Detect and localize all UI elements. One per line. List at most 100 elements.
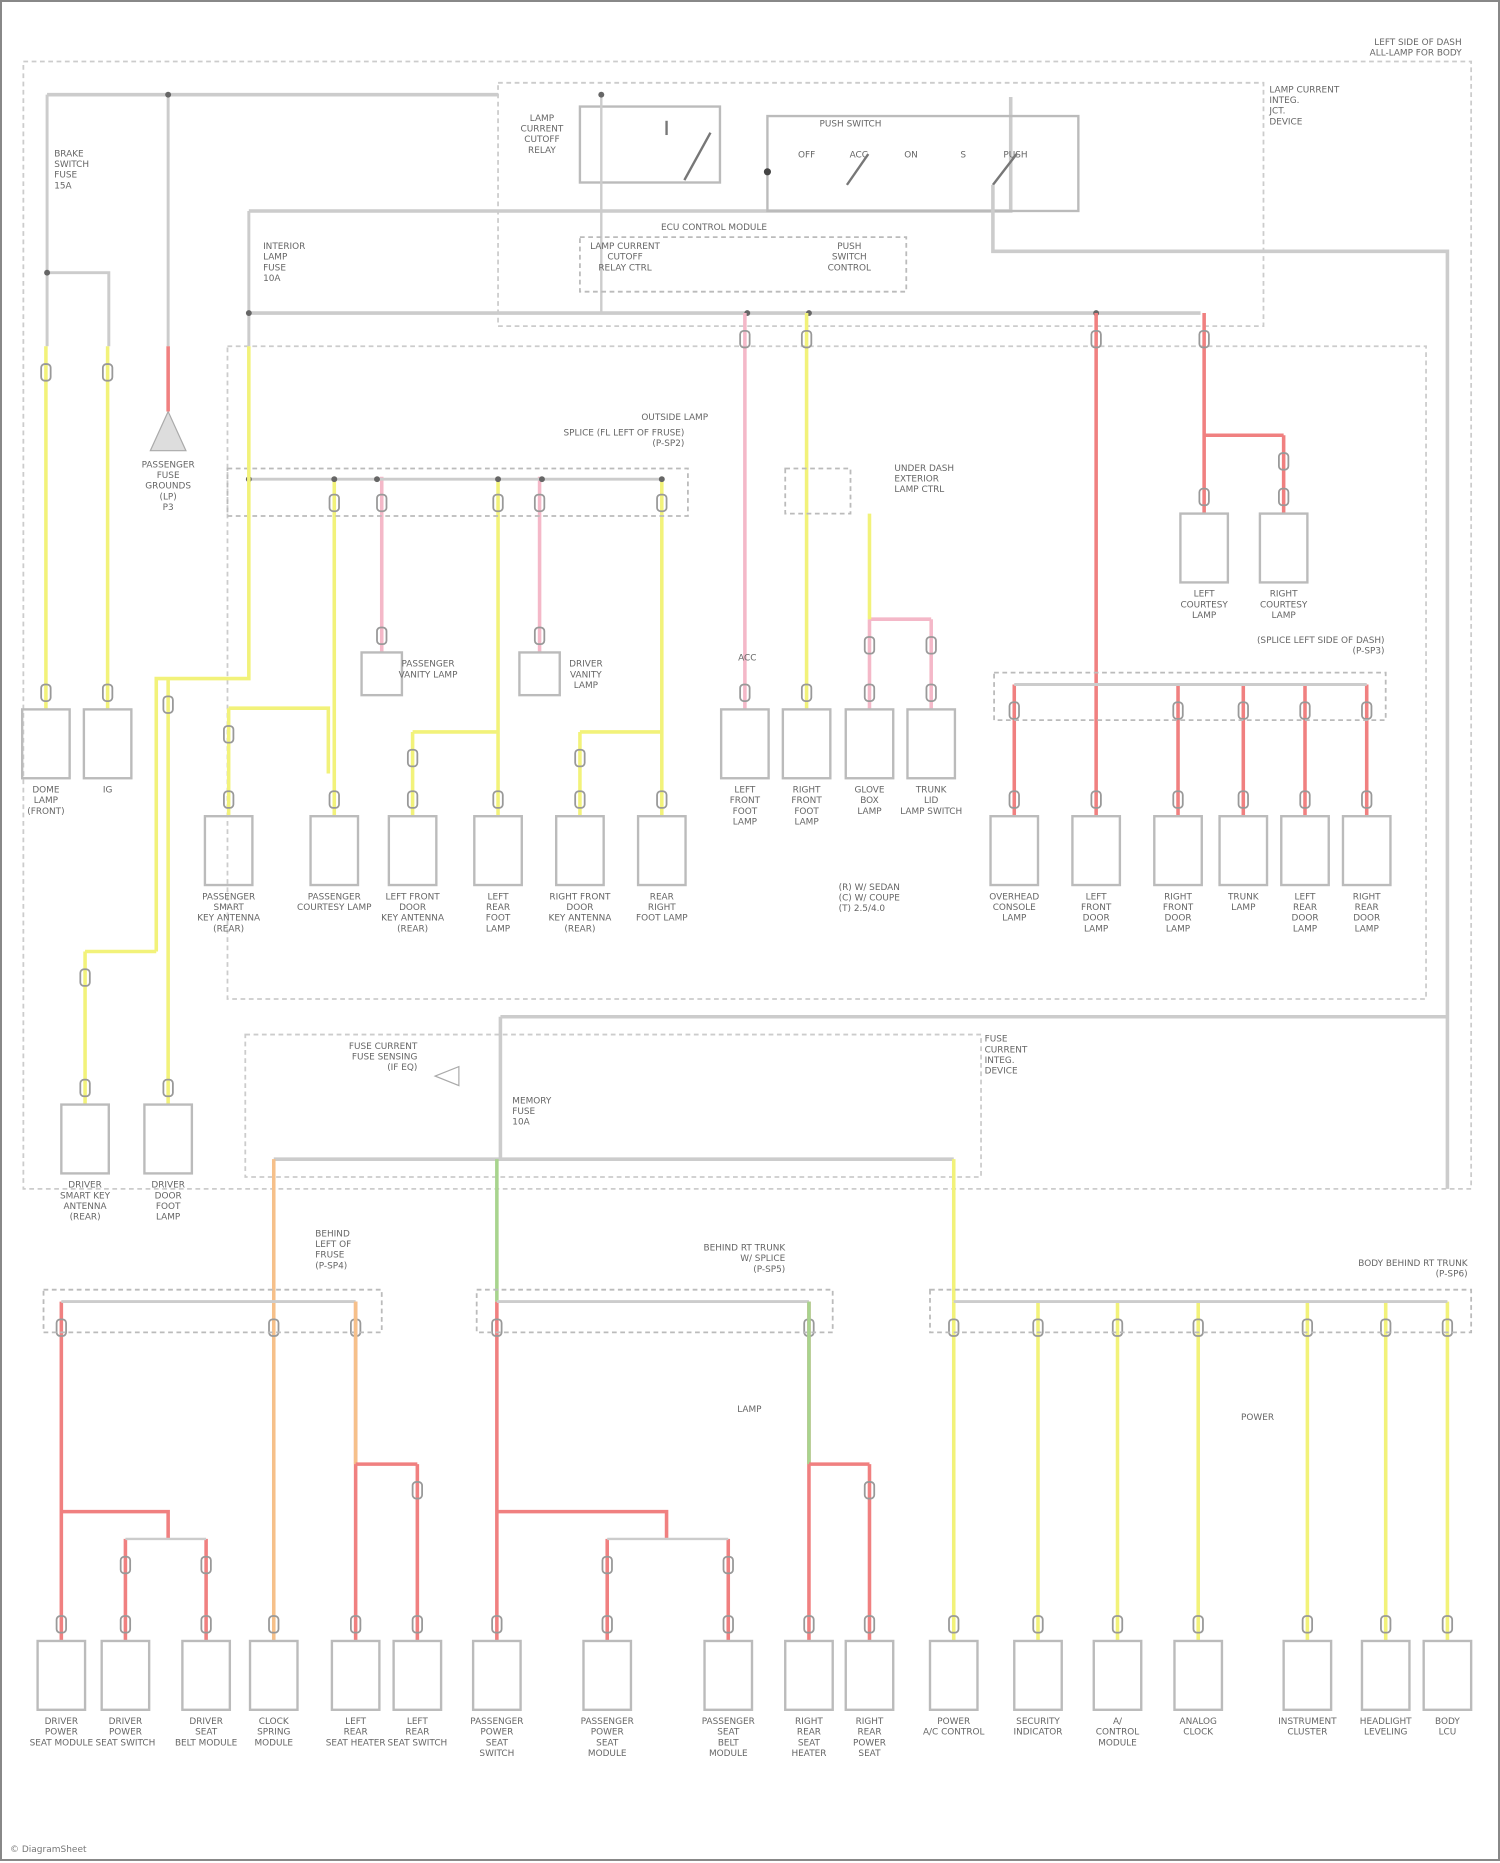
- component-label-6: LEFT COURTESY LAMP: [1180, 590, 1228, 621]
- component-label-30: PASSENGER POWER SEAT SWITCH: [470, 1717, 523, 1759]
- splice-bar-4: [42, 1288, 383, 1334]
- red-jumper: [61, 1509, 170, 1539]
- connector-pin: [1278, 452, 1290, 471]
- connector-pin: [1090, 790, 1102, 809]
- connector-pin: [101, 683, 114, 702]
- component-box-31: [582, 1639, 633, 1711]
- connector-pin: [200, 1615, 212, 1634]
- fuse-triangle-icon: [433, 1065, 460, 1087]
- component-box-41: [1422, 1639, 1473, 1711]
- component-label-13: REAR RIGHT FOOT LAMP: [636, 892, 688, 923]
- connector-pin: [79, 1078, 91, 1098]
- component-box-30: [471, 1639, 522, 1711]
- component-box-5: [906, 708, 957, 780]
- splice-dot: [44, 269, 51, 276]
- connector-pin: [1032, 1615, 1044, 1634]
- connector-pin: [79, 968, 91, 987]
- connector-pin: [268, 1318, 280, 1337]
- splice-label-1: UNDER DASH EXTERIOR LAMP CTRL: [894, 464, 954, 495]
- component-label-21: RIGHT REAR DOOR LAMP: [1353, 892, 1381, 934]
- legend: (R) W/ SEDAN (C) W/ COUPE (T) 2.5/4.0: [839, 883, 901, 914]
- component-box-18: [1153, 815, 1203, 887]
- connector-pin: [1192, 1615, 1204, 1634]
- connector-pin: [948, 1318, 960, 1337]
- component-label-3: RIGHT FRONT FOOT LAMP: [791, 785, 822, 827]
- component-box-1: [82, 708, 133, 780]
- connector-pin: [1090, 329, 1102, 349]
- connector-pin: [162, 695, 174, 714]
- connector-pin: [55, 1615, 67, 1634]
- splice-dot: [598, 91, 605, 98]
- connector-pin: [601, 1555, 613, 1575]
- connector-pin: [1301, 1615, 1314, 1634]
- connector-pin: [863, 636, 876, 655]
- component-label-27: CLOCK SPRING MODULE: [254, 1717, 293, 1748]
- component-box-29: [392, 1639, 443, 1711]
- push-switch-position-3: S: [960, 151, 966, 161]
- connector-pin: [722, 1555, 734, 1575]
- splice-label-2: (SPLICE LEFT SIDE OF DASH) (P-SP3): [1257, 636, 1385, 657]
- push-switch-output: [991, 184, 1450, 1189]
- component-label-18: RIGHT FRONT DOOR LAMP: [1163, 892, 1194, 934]
- component-box-26: [181, 1639, 232, 1711]
- component-label-0: DOME LAMP (FRONT): [27, 785, 64, 816]
- interior-fuse-label: INTERIOR LAMP FUSE 10A: [263, 242, 305, 284]
- connector-pin: [268, 1615, 280, 1634]
- connector-pin: [411, 1481, 423, 1500]
- connector-pin: [1008, 701, 1020, 720]
- body-harness-frame: [226, 345, 1427, 1000]
- component-box-39: [1282, 1639, 1333, 1711]
- junction-top-label: LAMP CURRENT INTEG. JCT. DEVICE: [1268, 85, 1339, 127]
- connector-pin: [491, 1318, 503, 1337]
- brake-fuse-label: BRAKE SWITCH FUSE 15A: [54, 149, 89, 191]
- connector-pin: [1111, 1615, 1124, 1634]
- component-label-20: LEFT REAR DOOR LAMP: [1291, 892, 1318, 934]
- push-switch-position-1: ACC: [850, 151, 868, 161]
- fuse-box-label: FUSE CURRENT FUSE SENSING (IF EQ): [349, 1042, 418, 1073]
- connector-pin: [200, 1555, 212, 1575]
- component-label-36: SECURITY INDICATOR: [1014, 1717, 1063, 1738]
- component-box-28: [330, 1639, 381, 1711]
- connector-pin: [863, 683, 876, 702]
- connector-pin: [411, 1615, 423, 1634]
- push-switch-position-0: OFF: [798, 151, 815, 161]
- component-box-34: [844, 1639, 895, 1711]
- splice-bar-6: [929, 1288, 1473, 1334]
- connector-pin: [1237, 701, 1249, 720]
- connector-pin: [533, 493, 546, 513]
- component-label-11: LEFT REAR FOOT LAMP: [486, 892, 511, 934]
- component-box-36: [1013, 1639, 1063, 1711]
- component-label-10: LEFT FRONT DOOR KEY ANTENNA (REAR): [381, 892, 445, 934]
- ecu-right-label: PUSH SWITCH CONTROL: [828, 242, 871, 273]
- component-label-14: PASSENGER VANITY LAMP: [399, 660, 458, 681]
- outer-dashed-frame: [22, 60, 1473, 1190]
- splice-bar-2: [784, 467, 852, 515]
- component-label-2: LEFT FRONT FOOT LAMP: [730, 785, 761, 827]
- annotation-2: POWER: [1241, 1413, 1274, 1423]
- splice-bar-1: [226, 467, 689, 517]
- connector-pin: [1361, 701, 1373, 720]
- connector-pin: [863, 1615, 876, 1634]
- component-box-20: [1280, 815, 1330, 887]
- connector-pin: [55, 1318, 67, 1337]
- splice-dot: [245, 310, 252, 317]
- component-label-17: LEFT FRONT DOOR LAMP: [1081, 892, 1112, 934]
- connector-pin: [328, 493, 340, 513]
- component-box-38: [1173, 1639, 1224, 1711]
- component-box-3: [781, 708, 832, 780]
- connector-pin: [491, 1615, 503, 1634]
- component-label-38: ANALOG CLOCK: [1180, 1717, 1217, 1738]
- footer-text: © DiagramSheet: [10, 1845, 87, 1855]
- component-box-40: [1360, 1639, 1411, 1711]
- switch-arm: [991, 153, 1018, 186]
- component-label-28: LEFT REAR SEAT HEATER: [326, 1717, 386, 1748]
- connector-pin: [925, 636, 937, 655]
- lamp-current-device-box: [497, 81, 1265, 327]
- connector-pin: [1032, 1318, 1044, 1337]
- connector-pin: [1361, 790, 1373, 809]
- annotation-3: LAMP: [737, 1405, 762, 1415]
- location-note: LEFT SIDE OF DASH ALL-LAMP FOR BODY: [1370, 38, 1463, 59]
- component-box-37: [1092, 1639, 1143, 1711]
- component-box-21: [1341, 815, 1392, 887]
